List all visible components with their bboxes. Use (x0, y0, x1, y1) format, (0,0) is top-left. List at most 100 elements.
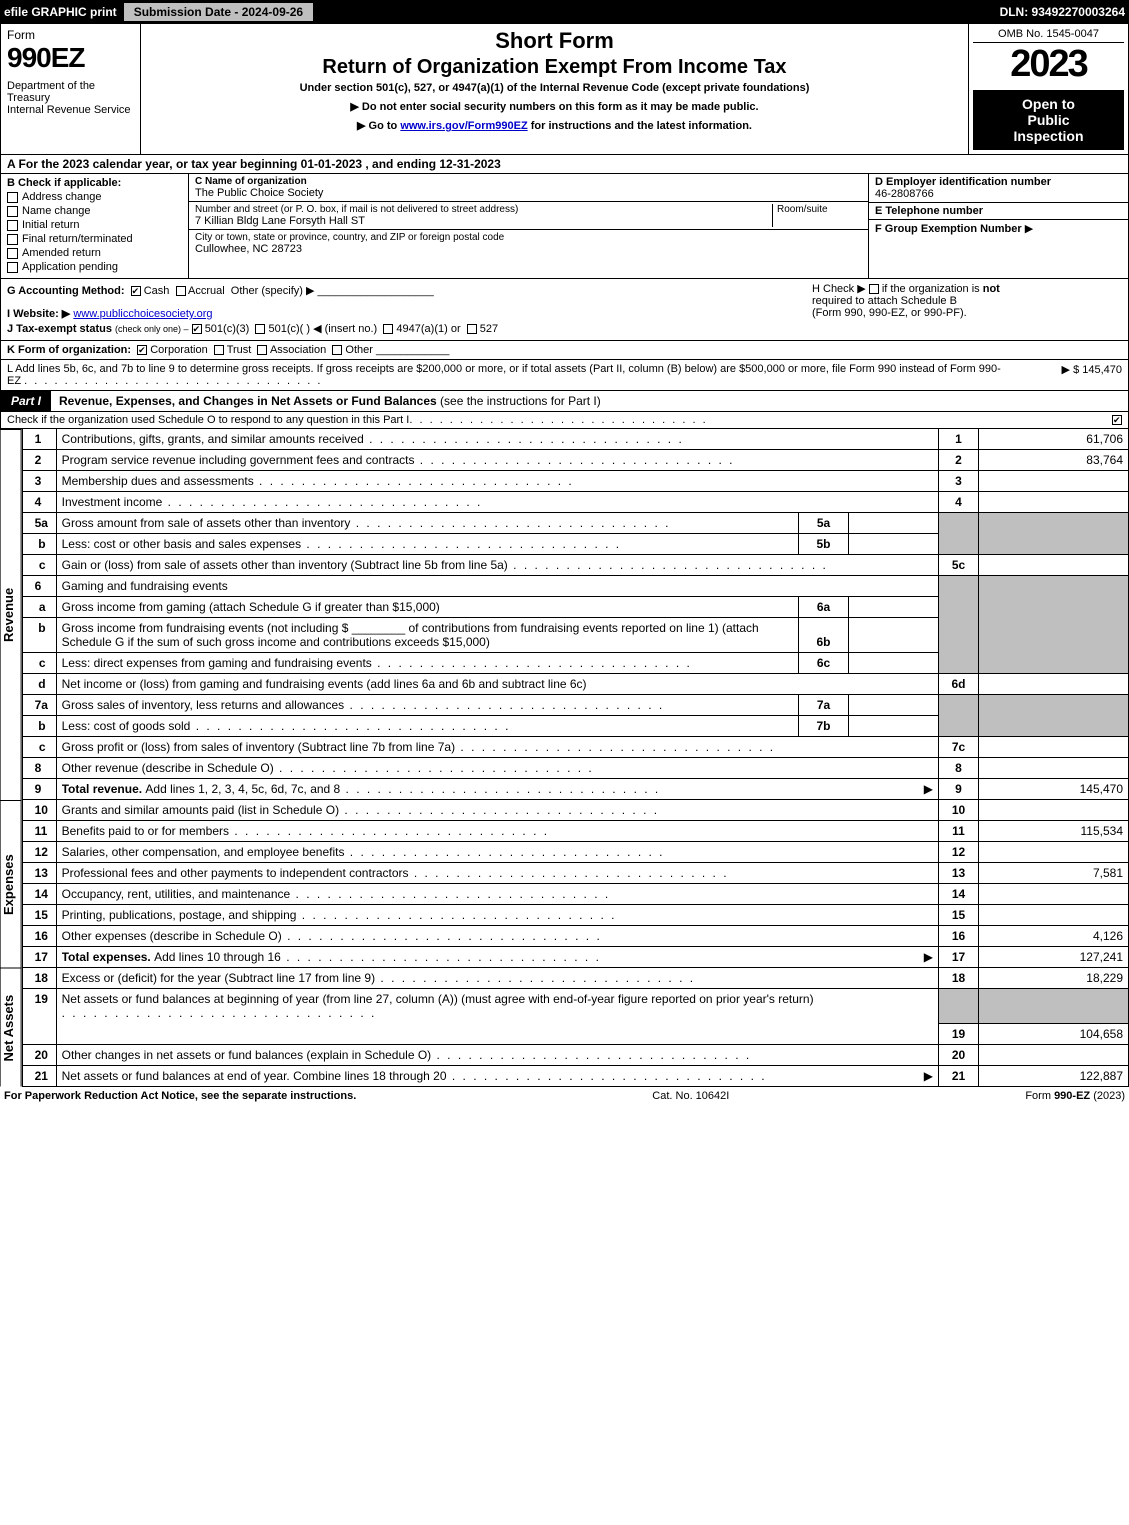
r9-value: 145,470 (979, 779, 1129, 800)
cb-assoc[interactable] (257, 345, 267, 355)
k-corp: Corporation (150, 344, 207, 356)
section-l: L Add lines 5b, 6c, and 7b to line 9 to … (0, 360, 1129, 391)
r19-value: 104,658 (979, 1023, 1129, 1044)
r6d-desc: Net income or (loss) from gaming and fun… (62, 677, 587, 691)
k-other: Other (345, 344, 373, 356)
part1-label: Part I (1, 391, 51, 411)
r9-desc2: Add lines 1, 2, 3, 4, 5c, 6d, 7c, and 8 (145, 782, 340, 796)
cb-501c3[interactable] (192, 324, 202, 334)
header-left: Form 990EZ Department of the Treasury In… (1, 24, 141, 154)
cb-501c[interactable] (255, 324, 265, 334)
expenses-label: Expenses (0, 800, 22, 968)
cb-initial-return[interactable] (7, 220, 18, 231)
k-label: K Form of organization: (7, 344, 131, 356)
table-row: 2Program service revenue including gover… (22, 450, 1128, 471)
open-line1: Open to (1022, 96, 1075, 112)
j-label: J Tax-exempt status (7, 323, 115, 335)
r10-desc: Grants and similar amounts paid (list in… (62, 803, 339, 817)
i-label: I Website: ▶ (7, 308, 70, 320)
r17-desc2: Add lines 10 through 16 (154, 950, 281, 964)
h-text1: H Check ▶ (812, 283, 866, 295)
cb-527[interactable] (467, 324, 477, 334)
h-text4: (Form 990, 990-EZ, or 990-PF). (812, 307, 967, 319)
return-title: Return of Organization Exempt From Incom… (149, 56, 960, 79)
k-trust: Trust (227, 344, 252, 356)
g-cash: Cash (144, 285, 170, 297)
cb-name-change[interactable] (7, 206, 18, 217)
d-ein-label: D Employer identification number (875, 176, 1051, 188)
cb-corp[interactable] (137, 345, 147, 355)
cb-accrual[interactable] (176, 286, 186, 296)
g-other: Other (specify) ▶ (231, 285, 315, 297)
cb-4947[interactable] (383, 324, 393, 334)
r17-value: 127,241 (979, 947, 1129, 968)
expenses-table: 10Grants and similar amounts paid (list … (22, 800, 1129, 968)
j-501c3: 501(c)(3) (205, 323, 250, 335)
goto-pre: ▶ Go to (357, 120, 400, 132)
opt-initial: Initial return (22, 219, 79, 231)
short-form-title: Short Form (149, 28, 960, 54)
r5b-desc: Less: cost or other basis and sales expe… (62, 537, 301, 551)
section-a: A For the 2023 calendar year, or tax yea… (0, 155, 1129, 174)
h-not: not (983, 283, 1000, 295)
org-address: 7 Killian Bldg Lane Forsyth Hall ST (195, 215, 772, 227)
cb-schedule-o[interactable] (1112, 415, 1122, 425)
r12-desc: Salaries, other compensation, and employ… (62, 845, 345, 859)
k-assoc: Association (270, 344, 326, 356)
r16-value: 4,126 (979, 926, 1129, 947)
cb-amended[interactable] (7, 248, 18, 259)
open-inspection: Open to Public Inspection (973, 90, 1124, 150)
netassets-label: Net Assets (0, 968, 22, 1087)
cb-final-return[interactable] (7, 234, 18, 245)
table-row: 20Other changes in net assets or fund ba… (22, 1044, 1128, 1065)
website-link[interactable]: www.publicchoicesociety.org (73, 308, 212, 320)
r4-desc: Investment income (62, 495, 163, 509)
table-row: 21Net assets or fund balances at end of … (22, 1065, 1128, 1086)
g-accrual: Accrual (188, 285, 225, 297)
r6b-desc1: Gross income from fundraising events (no… (62, 621, 349, 635)
part1-header: Part I Revenue, Expenses, and Changes in… (0, 391, 1129, 412)
footer-right-pre: Form (1025, 1090, 1054, 1102)
j-501c: 501(c)( ) ◀ (insert no.) (269, 323, 378, 335)
r2-desc: Program service revenue including govern… (62, 453, 415, 467)
goto-instructions: ▶ Go to www.irs.gov/Form990EZ for instru… (149, 119, 960, 132)
cb-h[interactable] (869, 284, 879, 294)
cb-pending[interactable] (7, 262, 18, 273)
r15-desc: Printing, publications, postage, and shi… (62, 908, 297, 922)
part1-title-text: Revenue, Expenses, and Changes in Net As… (59, 394, 440, 408)
netassets-section: Net Assets 18Excess or (deficit) for the… (0, 968, 1129, 1087)
r3-value (979, 471, 1129, 492)
f-arrow: ▶ (1025, 223, 1033, 235)
table-row: 7aGross sales of inventory, less returns… (22, 695, 1128, 716)
section-b-to-f: B Check if applicable: Address change Na… (0, 174, 1129, 279)
revenue-table: 1Contributions, gifts, grants, and simil… (22, 429, 1129, 800)
table-row: 12Salaries, other compensation, and empl… (22, 842, 1128, 863)
r21-value: 122,887 (979, 1065, 1129, 1086)
table-row: 4Investment income4 (22, 492, 1128, 513)
section-g-h: G Accounting Method: Cash Accrual Other … (0, 279, 1129, 341)
irs-link[interactable]: www.irs.gov/Form990EZ (400, 120, 527, 132)
revenue-label: Revenue (0, 429, 22, 800)
footer-right: Form 990-EZ (2023) (1025, 1090, 1125, 1102)
table-row: 18Excess or (deficit) for the year (Subt… (22, 968, 1128, 989)
revenue-section: Revenue 1Contributions, gifts, grants, a… (0, 429, 1129, 800)
table-row: 17Total expenses. Add lines 10 through 1… (22, 947, 1128, 968)
cb-other-org[interactable] (332, 345, 342, 355)
top-bar: efile GRAPHIC print Submission Date - 20… (0, 0, 1129, 24)
r6c-desc: Less: direct expenses from gaming and fu… (62, 656, 372, 670)
cb-trust[interactable] (214, 345, 224, 355)
org-city: Cullowhee, NC 28723 (195, 243, 862, 255)
cb-address-change[interactable] (7, 192, 18, 203)
opt-address: Address change (22, 191, 102, 203)
cb-cash[interactable] (131, 286, 141, 296)
table-row: 10Grants and similar amounts paid (list … (22, 800, 1128, 821)
footer-center: Cat. No. 10642I (652, 1090, 729, 1102)
table-row: 15Printing, publications, postage, and s… (22, 905, 1128, 926)
table-row: 9Total revenue. Add lines 1, 2, 3, 4, 5c… (22, 779, 1128, 800)
l-value: ▶ $ 145,470 (1012, 363, 1122, 387)
table-row: cGain or (loss) from sale of assets othe… (22, 555, 1128, 576)
r9-desc: Total revenue. (62, 782, 146, 796)
form-header: Form 990EZ Department of the Treasury In… (0, 24, 1129, 155)
col-b: B Check if applicable: Address change Na… (1, 174, 189, 278)
r18-desc: Excess or (deficit) for the year (Subtra… (62, 971, 375, 985)
